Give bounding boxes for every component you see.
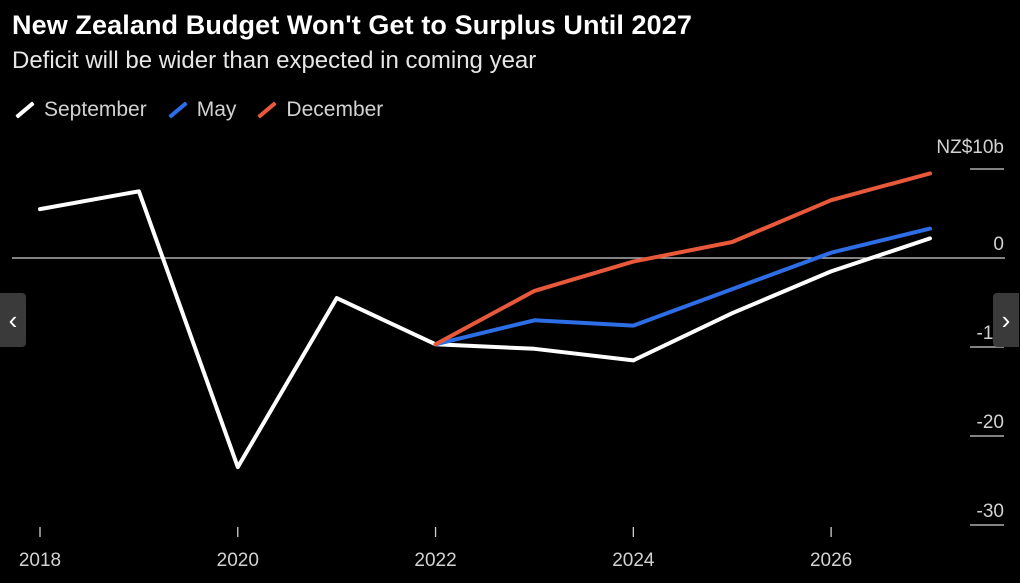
x-tick-label: 2020 — [217, 550, 259, 571]
legend-item-december: December — [256, 98, 383, 122]
series-line-may — [433, 226, 932, 347]
chart-subtitle: Deficit will be wider than expected in c… — [12, 47, 537, 74]
legend-label-september: September — [44, 98, 147, 121]
previous-chevron-icon[interactable]: ‹ — [0, 293, 26, 347]
y-tick-label: 0 — [993, 234, 1004, 255]
series-line-december — [433, 171, 932, 347]
series-line-september — [38, 189, 932, 470]
x-tick-label: 2018 — [19, 550, 61, 571]
chart-title: New Zealand Budget Won't Get to Surplus … — [12, 10, 692, 40]
y-tick-label: -30 — [977, 501, 1004, 522]
x-tick-label: 2026 — [810, 550, 852, 571]
y-unit-label: NZ$10b — [936, 137, 1004, 158]
next-chevron-icon[interactable]: › — [993, 293, 1019, 347]
legend-item-september: September — [14, 98, 147, 122]
x-tick-label: 2022 — [414, 550, 456, 571]
legend: September May December — [14, 98, 383, 122]
legend-label-may: May — [196, 98, 237, 121]
x-tick-label: 2024 — [612, 550, 655, 571]
y-tick-label: -20 — [977, 412, 1004, 433]
legend-label-december: December — [286, 98, 384, 121]
legend-item-may: May — [167, 98, 237, 122]
